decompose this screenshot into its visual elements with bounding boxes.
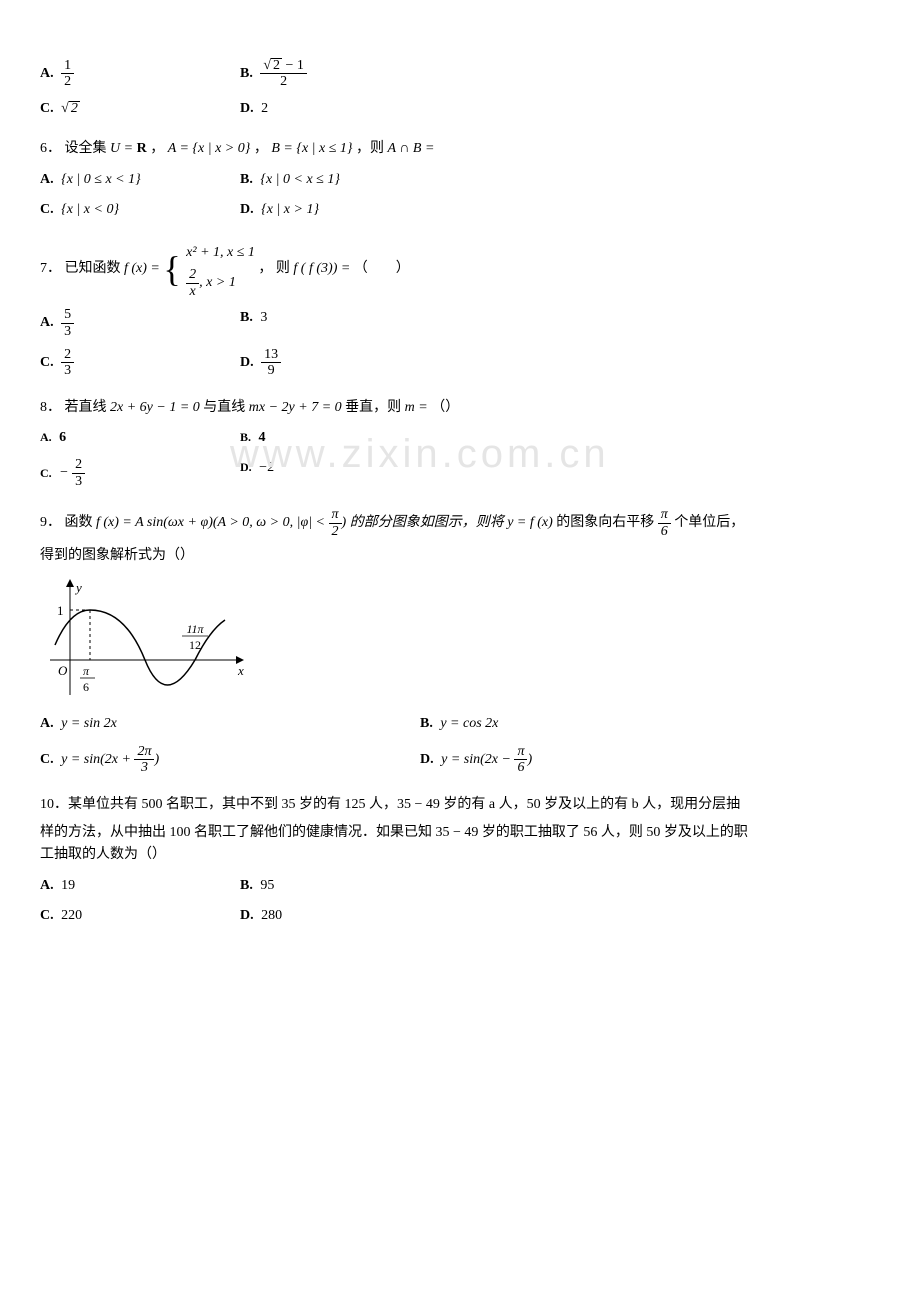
q8-option-b: B. 4 xyxy=(240,427,440,449)
q6-option-d: D. {x | x > 1} xyxy=(240,199,440,221)
label-b: B. xyxy=(240,66,253,81)
q10-stem-l3: 工抽取的人数为（） xyxy=(40,844,880,866)
q5-row2: C. √2 D. 2 xyxy=(40,98,880,120)
label-c: C. xyxy=(40,101,54,116)
q6-option-a: A. {x | 0 ≤ x < 1} xyxy=(40,169,240,191)
q10-option-a: A. 19 xyxy=(40,875,240,897)
y-label: y xyxy=(74,580,82,595)
q6-option-c: C. {x | x < 0} xyxy=(40,199,240,221)
q8-option-c: C. − 23 xyxy=(40,457,240,489)
q8-stem: 8． 若直线 2x + 6y − 1 = 0 与直线 mx − 2y + 7 =… xyxy=(40,397,880,419)
q8-option-d: D. −2 xyxy=(240,457,440,489)
q7-stem: 7． 已知函数 f (x) = { x² + 1, x ≤ 1 2 x , x … xyxy=(40,239,880,299)
q9-graph: y x 1 O π 6 11π 12 xyxy=(40,575,250,705)
q7-option-d: D. 139 xyxy=(240,347,440,379)
piecewise-brace: { xyxy=(163,251,180,287)
q5-b-frac: √2 − 1 2 xyxy=(260,58,307,90)
q10-option-c: C. 220 xyxy=(40,905,240,927)
q10-option-b: B. 95 xyxy=(240,875,440,897)
q7-row2: C. 23 D. 139 xyxy=(40,347,880,379)
q6-stem: 6． 设全集 U = R ， A = {x | x > 0} ， B = {x … xyxy=(40,138,880,160)
q5-a-frac: 1 2 xyxy=(61,58,74,90)
q10-row1: A. 19 B. 95 xyxy=(40,875,880,897)
q6-option-b: B. {x | 0 < x ≤ 1} xyxy=(240,169,440,191)
q9-stem: 9． 函数 f (x) = A sin(ωx + φ)(A > 0, ω > 0… xyxy=(40,507,880,539)
q5-option-c: C. √2 xyxy=(40,98,240,120)
origin-label: O xyxy=(58,663,68,678)
q7-row1: A. 53 B. 3 xyxy=(40,307,880,339)
q10-row2: C. 220 D. 280 xyxy=(40,905,880,927)
label-a: A. xyxy=(40,66,54,81)
q6-row1: A. {x | 0 ≤ x < 1} B. {x | 0 < x ≤ 1} xyxy=(40,169,880,191)
q6-row2: C. {x | x < 0} D. {x | x > 1} xyxy=(40,199,880,221)
q8-row1: A. 6 B. 4 xyxy=(40,427,880,449)
label-d: D. xyxy=(240,101,254,116)
q7-option-c: C. 23 xyxy=(40,347,240,379)
one-label: 1 xyxy=(57,603,64,618)
q8-option-a: A. 6 xyxy=(40,427,240,449)
q5-row1: A. 1 2 B. √2 − 1 2 xyxy=(40,58,880,90)
q10-stem: 10．某单位共有 500 名职工，其中不到 35 岁的有 125 人，35 − … xyxy=(40,794,880,816)
q9-row2: C. y = sin(2x + 2π3) D. y = sin(2x − π6) xyxy=(40,744,880,776)
q5-option-a: A. 1 2 xyxy=(40,58,240,90)
svg-text:π: π xyxy=(83,664,90,678)
q10-option-d: D. 280 xyxy=(240,905,440,927)
q7-option-b: B. 3 xyxy=(240,307,440,339)
q9-option-d: D. y = sin(2x − π6) xyxy=(420,744,800,776)
q9-option-b: B. y = cos 2x xyxy=(420,713,800,735)
x-label: x xyxy=(237,663,244,678)
q8-row2: C. − 23 D. −2 xyxy=(40,457,880,489)
q9-option-a: A. y = sin 2x xyxy=(40,713,420,735)
svg-text:11π: 11π xyxy=(186,622,204,636)
q9-option-c: C. y = sin(2x + 2π3) xyxy=(40,744,420,776)
q9-row1: A. y = sin 2x B. y = cos 2x xyxy=(40,713,880,735)
piecewise-cases: x² + 1, x ≤ 1 2 x , x > 1 xyxy=(186,239,255,299)
svg-text:12: 12 xyxy=(189,638,201,652)
q7-option-a: A. 53 xyxy=(40,307,240,339)
q5-option-b: B. √2 − 1 2 xyxy=(240,58,440,90)
q5-option-d: D. 2 xyxy=(240,98,440,120)
q10-stem-l2: 样的方法，从中抽出 100 名职工了解他们的健康情况．如果已知 35 − 49 … xyxy=(40,822,880,844)
q9-stem-line2: 得到的图象解析式为（） xyxy=(40,545,880,567)
svg-text:6: 6 xyxy=(83,680,89,694)
